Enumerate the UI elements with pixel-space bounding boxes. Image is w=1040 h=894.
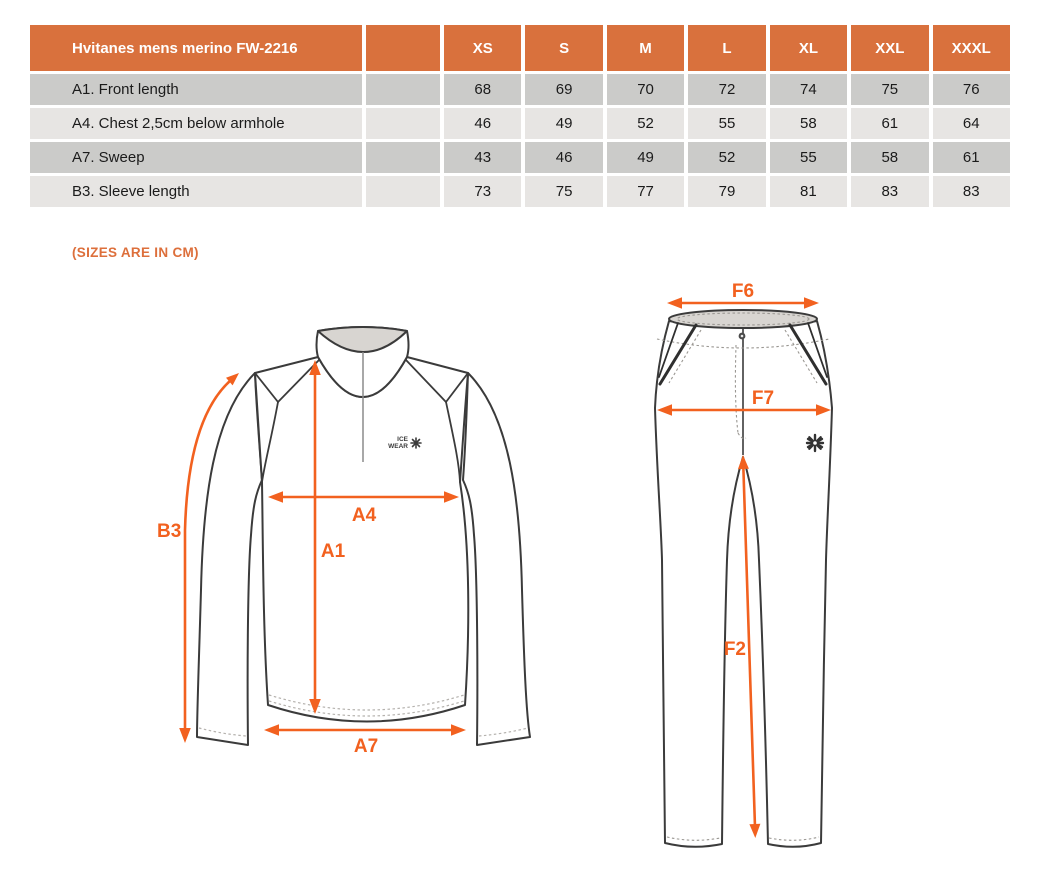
sizes-in-cm-note: (SIZES ARE IN CM)	[72, 245, 199, 260]
shirt-label-a7: A7	[354, 736, 378, 757]
shirt-collar-inside	[317, 326, 408, 353]
table-header-row: Hvitanes mens merino FW-2216 XS S M L XL…	[30, 25, 1010, 71]
pants-pocket-stitch	[668, 329, 818, 384]
value-cell: 55	[769, 142, 848, 173]
pants-pockets	[658, 322, 828, 386]
value-cell: 74	[769, 74, 848, 105]
value-cell: 77	[606, 176, 685, 207]
b3-arrow	[183, 378, 233, 731]
row-label: A1. Front length	[30, 74, 362, 105]
value-cell: 52	[606, 108, 685, 139]
shirt-logo-wear: WEAR	[388, 443, 408, 450]
f2-arrow	[742, 467, 757, 826]
value-cell: 49	[525, 108, 603, 139]
pants-body	[654, 320, 833, 848]
shirt-seams	[254, 359, 469, 483]
value-cell: 69	[525, 74, 603, 105]
value-cell: 49	[606, 142, 685, 173]
row-label: A4. Chest 2,5cm below armhole	[30, 108, 362, 139]
table-header-spacer	[366, 25, 440, 71]
value-cell: 75	[851, 74, 929, 105]
value-cell: 55	[688, 108, 766, 139]
shirt-label-a4: A4	[352, 505, 377, 526]
size-chart-table: Hvitanes mens merino FW-2216 XS S M L XL…	[26, 22, 1014, 210]
row-spacer	[366, 74, 440, 105]
value-cell: 58	[769, 108, 848, 139]
size-header-xxxl: XXXL	[932, 25, 1010, 71]
value-cell: 46	[525, 142, 603, 173]
shirt-arrowheads	[179, 360, 466, 743]
row-spacer	[366, 176, 440, 207]
shirt-logo-ice: ICE	[397, 436, 409, 443]
value-cell: 83	[932, 176, 1010, 207]
value-cell: 76	[932, 74, 1010, 105]
row-spacer	[366, 142, 440, 173]
pants-waistband-stitch	[656, 338, 830, 349]
table-row-chest: A4. Chest 2,5cm below armhole 46 49 52 5…	[30, 108, 1010, 139]
shirt-diagram: ICE WEAR B3 A4 A1 A7	[157, 326, 531, 757]
pants-diagram: F6 F7 F2	[654, 283, 833, 848]
shirt-label-a1: A1	[321, 541, 346, 562]
table-title: Hvitanes mens merino FW-2216	[30, 25, 362, 71]
value-cell: 73	[444, 176, 522, 207]
pants-label-f2: F2	[724, 639, 746, 660]
size-header-xxl: XXL	[851, 25, 929, 71]
pants-button	[738, 332, 746, 340]
value-cell: 46	[444, 108, 522, 139]
value-cell: 61	[932, 142, 1010, 173]
value-cell: 81	[769, 176, 848, 207]
size-header-l: L	[688, 25, 766, 71]
pants-arrowheads	[657, 297, 831, 838]
pants-label-f7: F7	[752, 388, 774, 409]
value-cell: 83	[851, 176, 929, 207]
value-cell: 70	[606, 74, 685, 105]
shirt-body	[254, 356, 470, 723]
value-cell: 72	[688, 74, 766, 105]
value-cell: 61	[851, 108, 929, 139]
shirt-right-sleeve	[462, 372, 531, 746]
pants-label-f6: F6	[732, 283, 754, 302]
value-cell: 58	[851, 142, 929, 173]
size-header-xl: XL	[769, 25, 848, 71]
table-row-front-length: A1. Front length 68 69 70 72 74 75 76	[30, 74, 1010, 105]
snowflake-icon	[805, 433, 825, 453]
table-row-sleeve-length: B3. Sleeve length 73 75 77 79 81 83 83	[30, 176, 1010, 207]
value-cell: 52	[688, 142, 766, 173]
value-cell: 79	[688, 176, 766, 207]
pants-hem-stitch	[666, 836, 820, 841]
snowflake-icon	[410, 437, 422, 449]
shirt-label-b3: B3	[157, 521, 181, 542]
value-cell: 75	[525, 176, 603, 207]
value-cell: 68	[444, 74, 522, 105]
shirt-logo: ICE WEAR	[388, 436, 422, 450]
size-header-xs: XS	[444, 25, 522, 71]
size-header-s: S	[525, 25, 603, 71]
row-label: B3. Sleeve length	[30, 176, 362, 207]
table-row-sweep: A7. Sweep 43 46 49 52 55 58 61	[30, 142, 1010, 173]
value-cell: 64	[932, 108, 1010, 139]
size-header-m: M	[606, 25, 685, 71]
row-spacer	[366, 108, 440, 139]
pants-waist-stitch	[676, 312, 810, 326]
row-label: A7. Sweep	[30, 142, 362, 173]
shirt-left-sleeve	[196, 372, 263, 746]
size-chart: Hvitanes mens merino FW-2216 XS S M L XL…	[26, 22, 1014, 210]
pants-fly-stitch	[734, 344, 747, 439]
value-cell: 43	[444, 142, 522, 173]
shirt-stitching	[198, 694, 529, 737]
